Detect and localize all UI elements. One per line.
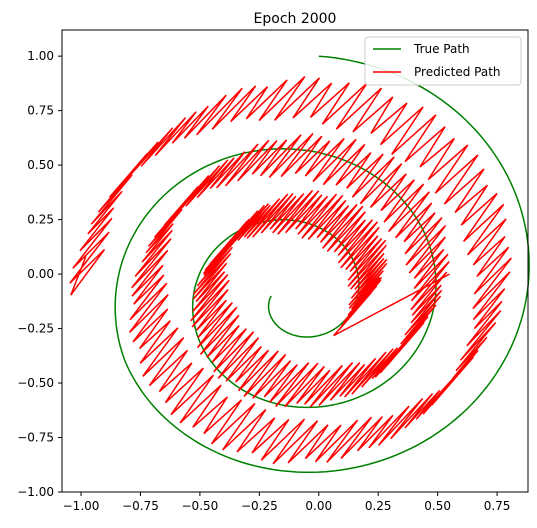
x-tick-label: −1.00 [63, 499, 100, 513]
x-tick-label: −0.50 [182, 499, 219, 513]
legend: True Path Predicted Path [364, 36, 522, 86]
y-tick-label: 0.00 [27, 267, 54, 281]
x-tick-label: −0.25 [241, 499, 278, 513]
y-tick-label: −0.25 [17, 322, 54, 336]
axes-frame [61, 29, 529, 493]
y-tick-label: −1.00 [17, 485, 54, 499]
series-layer [69, 55, 530, 474]
series-line-predicted-path [69, 76, 512, 465]
x-tick-label: −0.75 [122, 499, 159, 513]
y-tick-label: 0.75 [27, 104, 54, 118]
y-axis-ticks: −1.00 −0.75 −0.50 −0.25 0.00 0.25 0.50 0.75 1.00 [17, 49, 62, 499]
y-tick-label: 0.50 [27, 158, 54, 172]
y-tick-label: −0.75 [17, 431, 54, 445]
series-line-true-path [114, 55, 530, 474]
x-tick-label: 0.50 [424, 499, 451, 513]
x-tick-label: 0.75 [484, 499, 511, 513]
y-tick-label: 0.25 [27, 213, 54, 227]
y-tick-label: 1.00 [27, 49, 54, 63]
legend-box [364, 36, 522, 86]
legend-label-predicted-path: Predicted Path [414, 65, 501, 79]
chart-title: Epoch 2000 [254, 11, 337, 27]
x-axis-ticks: −1.00 −0.75 −0.50 −0.25 0.00 0.25 0.50 0.75 [63, 492, 511, 513]
x-tick-label: 0.25 [365, 499, 392, 513]
x-tick-label: 0.00 [305, 499, 332, 513]
y-tick-label: −0.50 [17, 376, 54, 390]
legend-label-true-path: True Path [413, 42, 470, 56]
